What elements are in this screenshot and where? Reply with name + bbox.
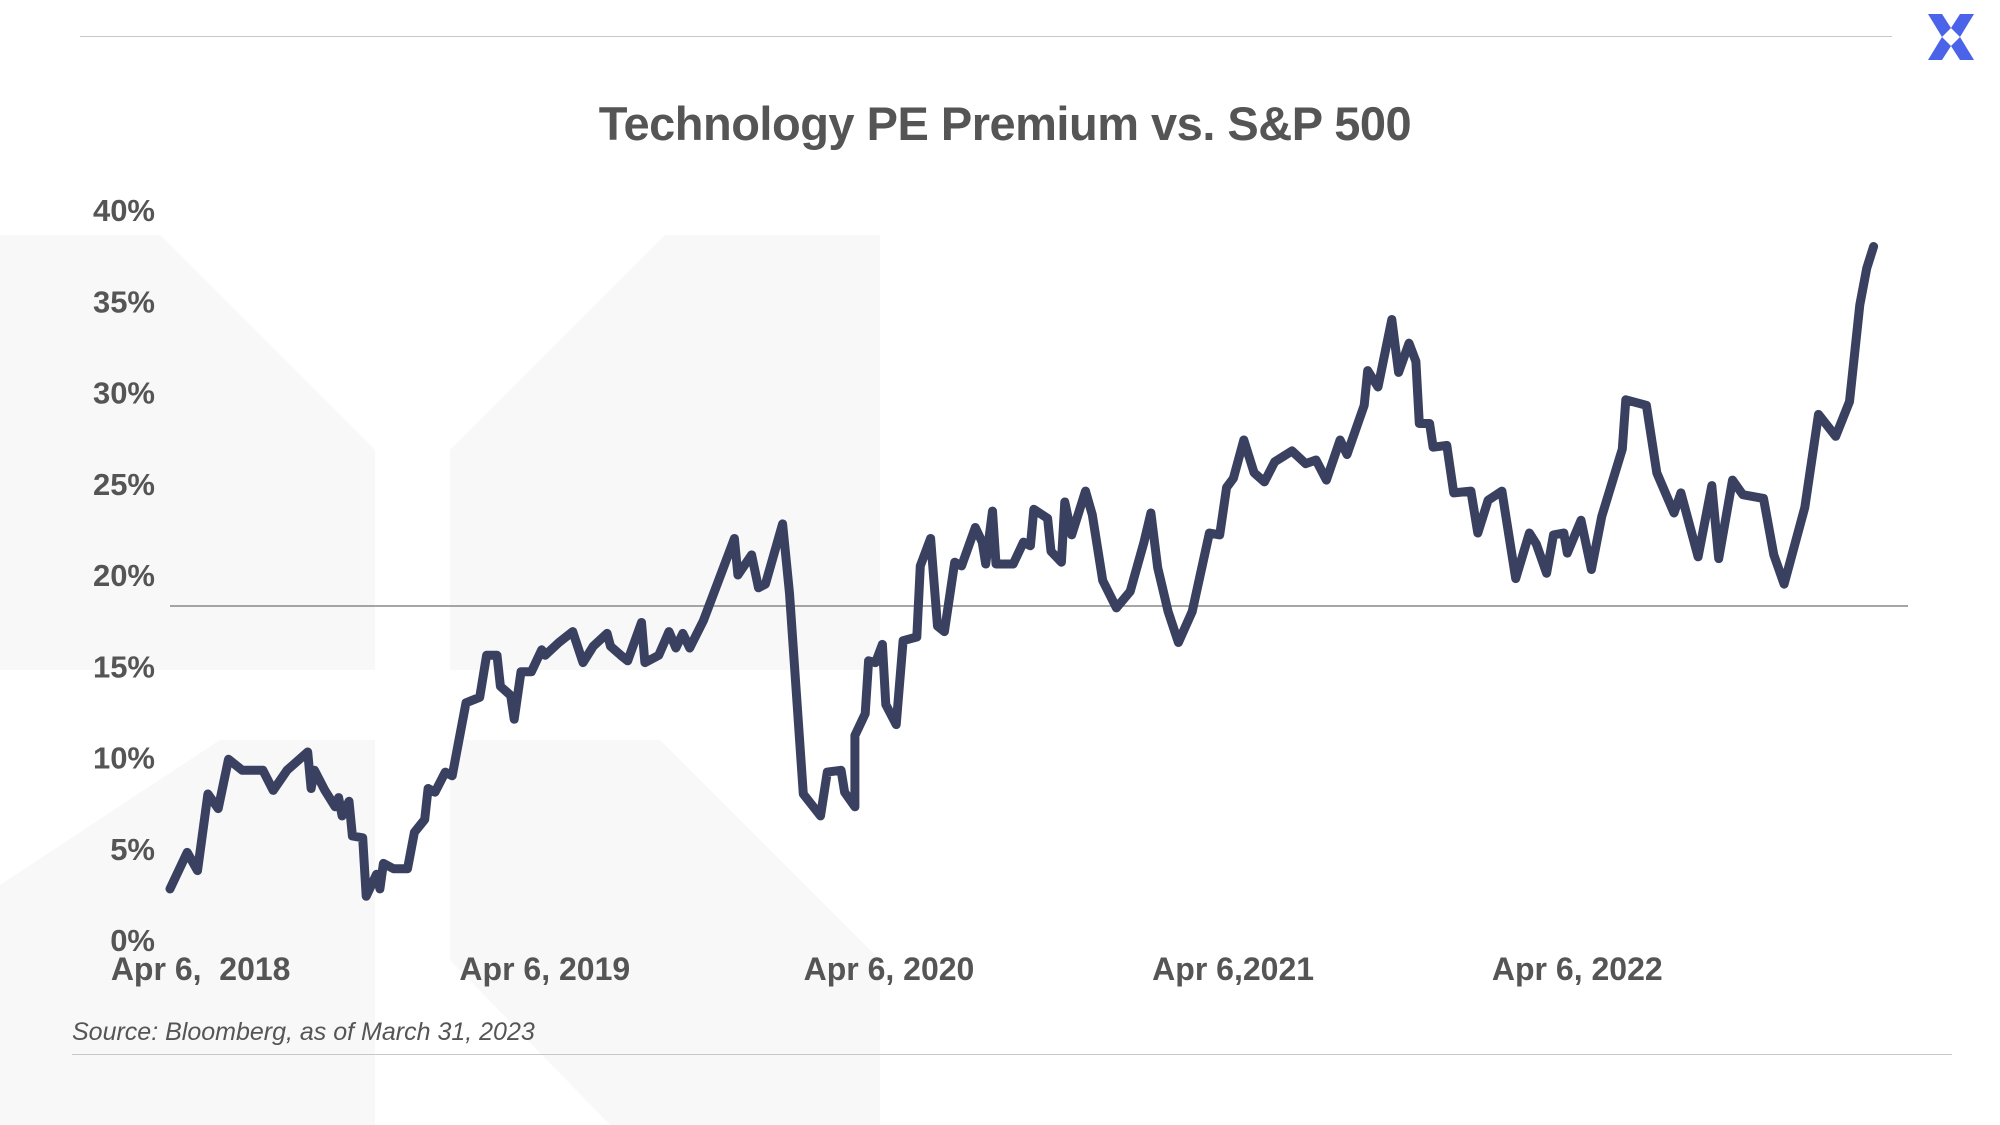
y-tick-label: 25% <box>93 467 155 502</box>
x-tick-label: Apr 6, 2018 <box>111 951 291 987</box>
y-tick-label: 30% <box>93 376 155 411</box>
y-tick-label: 10% <box>93 741 155 776</box>
y-tick-label: 5% <box>110 832 155 867</box>
y-tick-label: 20% <box>93 558 155 593</box>
y-tick-label: 15% <box>93 649 155 684</box>
source-note: Source: Bloomberg, as of March 31, 2023 <box>72 1018 535 1046</box>
y-tick-label: 40% <box>93 193 155 228</box>
x-tick-label: Apr 6, 2020 <box>804 951 975 987</box>
y-tick-label: 0% <box>110 923 155 958</box>
y-tick-label: 35% <box>93 284 155 319</box>
x-tick-label: Apr 6, 2022 <box>1492 951 1663 987</box>
top-divider <box>80 36 1892 37</box>
x-logo-icon <box>1928 14 1974 60</box>
y-axis-ticks: 0% 5% 10% 15% 20% 25% 30% 35% 40% <box>93 193 155 958</box>
bottom-divider <box>72 1054 1952 1055</box>
x-axis-ticks: Apr 6, 2018 Apr 6, 2019 Apr 6, 2020 Apr 6,2… <box>111 951 1663 987</box>
chart-title: Technology PE Premium vs. S&P 500 <box>598 97 1412 150</box>
x-tick-label: Apr 6, 2019 <box>459 951 630 987</box>
x-tick-label: Apr 6,2021 <box>1152 951 1314 987</box>
series-line <box>165 242 1879 901</box>
